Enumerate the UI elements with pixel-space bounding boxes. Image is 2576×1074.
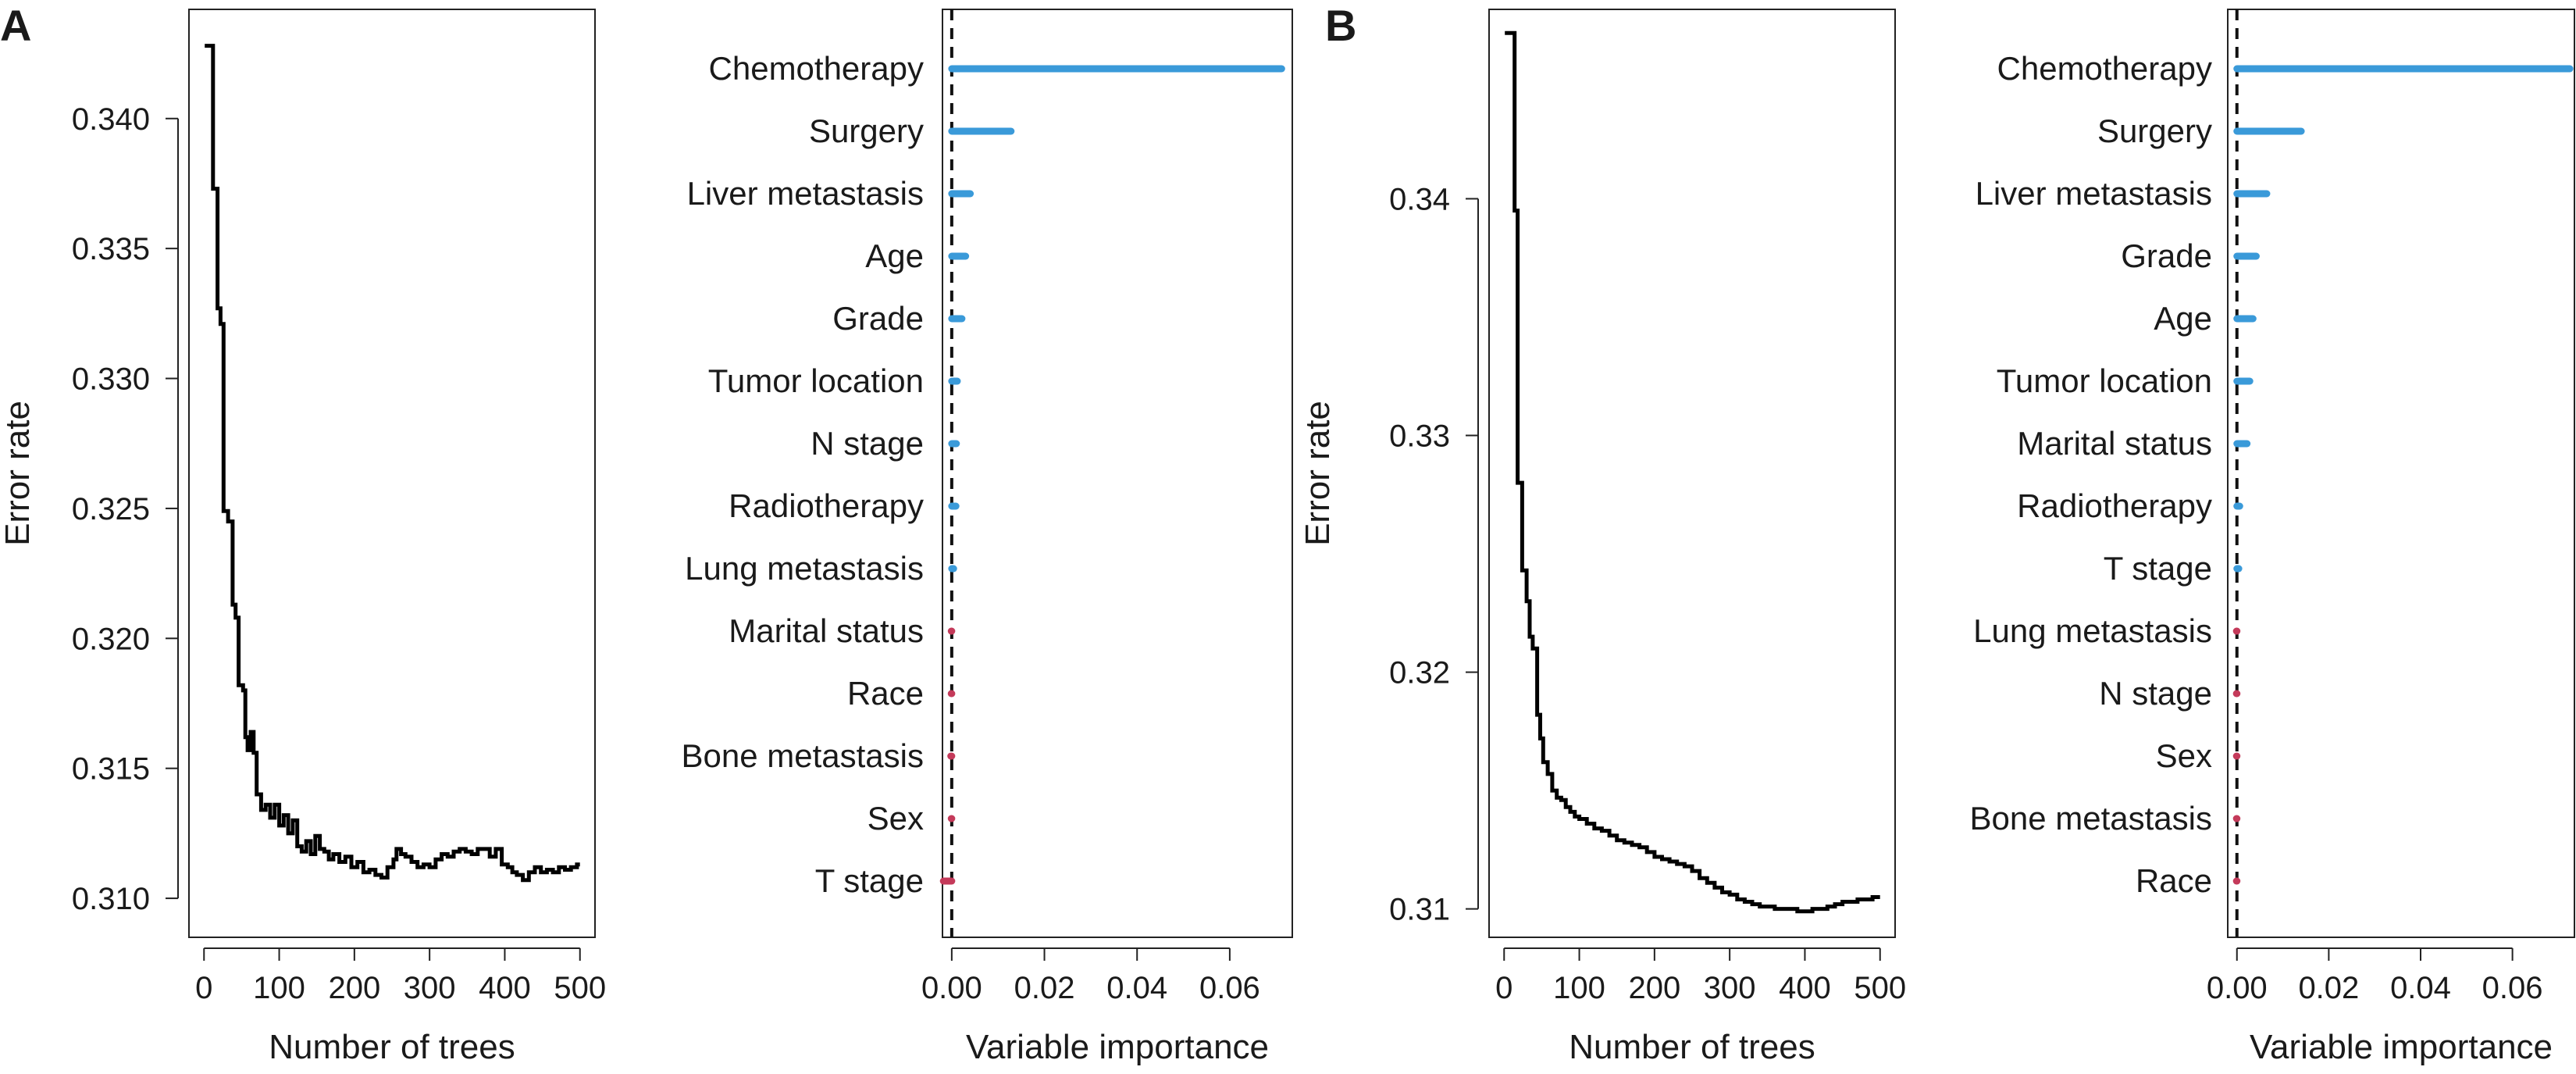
y-tick-label: 0.315	[72, 752, 150, 787]
y-tick-label: 0.31	[1389, 893, 1450, 927]
category-label: Radiotherapy	[729, 487, 924, 524]
error-rate-line	[205, 44, 580, 883]
x-tick-label: 300	[404, 971, 456, 1005]
x-tick-label: 0	[195, 971, 212, 1005]
x-tick-label: 0.04	[1106, 971, 1167, 1005]
category-label: Chemotherapy	[709, 50, 924, 87]
plot-frame	[1488, 9, 1896, 938]
x-tick-label: 0.06	[2482, 971, 2543, 1005]
plot-frame	[942, 9, 1293, 938]
y-axis-label: Error rate	[1299, 401, 1337, 546]
x-axis: 0 100 200 300 400 500	[195, 947, 606, 1005]
x-tick-label: 200	[328, 971, 380, 1005]
category-label: Radiotherapy	[2017, 487, 2212, 524]
y-tick-label: 0.340	[72, 102, 150, 137]
x-tick-label: 0.04	[2390, 971, 2451, 1005]
y-tick-label: 0.335	[72, 232, 150, 266]
x-tick-label: 300	[1704, 971, 1756, 1005]
variable-importance-chart: 0.00 0.02 0.04 0.06 Variable importance Chemo…	[682, 9, 1293, 1066]
x-tick-label: 100	[253, 971, 305, 1005]
y-tick-label: 0.320	[72, 622, 150, 656]
category-label: Grade	[832, 300, 924, 337]
category-label: Age	[2154, 300, 2212, 337]
category-label: Bone metastasis	[682, 737, 925, 774]
y-tick-label: 0.310	[72, 882, 150, 916]
category-label: Surgery	[809, 112, 924, 149]
category-label: Race	[2136, 862, 2212, 899]
y-axis: 0.310 0.315 0.320 0.325 0.330 0.335 0.340	[72, 102, 179, 916]
plot-frame	[188, 9, 596, 938]
error-rate-line	[1505, 30, 1880, 914]
category-label: Grade	[2121, 237, 2212, 274]
panel-label: B	[1325, 1, 1356, 50]
plot-frame	[2227, 9, 2575, 938]
x-tick-label: 500	[554, 971, 606, 1005]
category-label: Sex	[868, 800, 924, 837]
category-label: Lung metastasis	[1973, 612, 2212, 649]
y-tick-label: 0.34	[1389, 182, 1450, 216]
y-tick-label: 0.32	[1389, 656, 1450, 690]
panel-b: B 0 100 200 300 400 500 Number of trees 0.31 0.32…	[1299, 1, 2575, 1066]
x-axis: 0.00 0.02 0.04 0.06	[921, 947, 1260, 1005]
x-tick-label: 400	[1779, 971, 1831, 1005]
variable-importance-chart: 0.00 0.02 0.04 0.06 Variable importance Chemo…	[1970, 9, 2575, 1066]
x-axis-label: Number of trees	[269, 1028, 515, 1066]
x-tick-label: 500	[1854, 971, 1906, 1005]
x-axis: 0.00 0.02 0.04 0.06	[2207, 947, 2543, 1005]
category-label: Liver metastasis	[1976, 175, 2212, 212]
x-tick-label: 0.02	[1014, 971, 1075, 1005]
x-tick-label: 0.00	[2207, 971, 2268, 1005]
category-label: Marital status	[729, 612, 924, 649]
category-label: Marital status	[2017, 425, 2212, 462]
category-label: T stage	[2104, 550, 2212, 587]
category-label: Age	[865, 237, 924, 274]
y-axis: 0.31 0.32 0.33 0.34	[1389, 182, 1479, 927]
x-tick-label: 0	[1495, 971, 1512, 1005]
category-label: Chemotherapy	[1997, 50, 2212, 87]
x-axis-label: Variable importance	[966, 1028, 1269, 1066]
category-label: Race	[847, 675, 924, 712]
category-label: Tumor location	[708, 362, 924, 399]
panel-label: A	[0, 1, 31, 50]
y-axis-label: Error rate	[0, 401, 37, 546]
x-tick-label: 0.02	[2298, 971, 2359, 1005]
category-label: Liver metastasis	[687, 175, 924, 212]
x-tick-label: 400	[479, 971, 531, 1005]
category-label: N stage	[2099, 675, 2212, 712]
category-label: Sex	[2156, 737, 2212, 774]
y-tick-label: 0.33	[1389, 419, 1450, 454]
category-label: T stage	[815, 862, 924, 899]
x-tick-label: 100	[1553, 971, 1605, 1005]
category-label: Lung metastasis	[685, 550, 924, 587]
x-axis: 0 100 200 300 400 500	[1495, 947, 1906, 1005]
y-tick-label: 0.330	[72, 362, 150, 397]
x-axis-label: Number of trees	[1569, 1028, 1815, 1066]
category-label: Surgery	[2097, 112, 2212, 149]
x-tick-label: 0.06	[1199, 971, 1260, 1005]
x-axis-label: Variable importance	[2250, 1028, 2553, 1066]
category-label: Bone metastasis	[1970, 800, 2213, 837]
x-tick-label: 200	[1628, 971, 1680, 1005]
x-tick-label: 0.00	[921, 971, 982, 1005]
y-tick-label: 0.325	[72, 492, 150, 526]
category-label: Tumor location	[1997, 362, 2212, 399]
category-label: N stage	[811, 425, 924, 462]
